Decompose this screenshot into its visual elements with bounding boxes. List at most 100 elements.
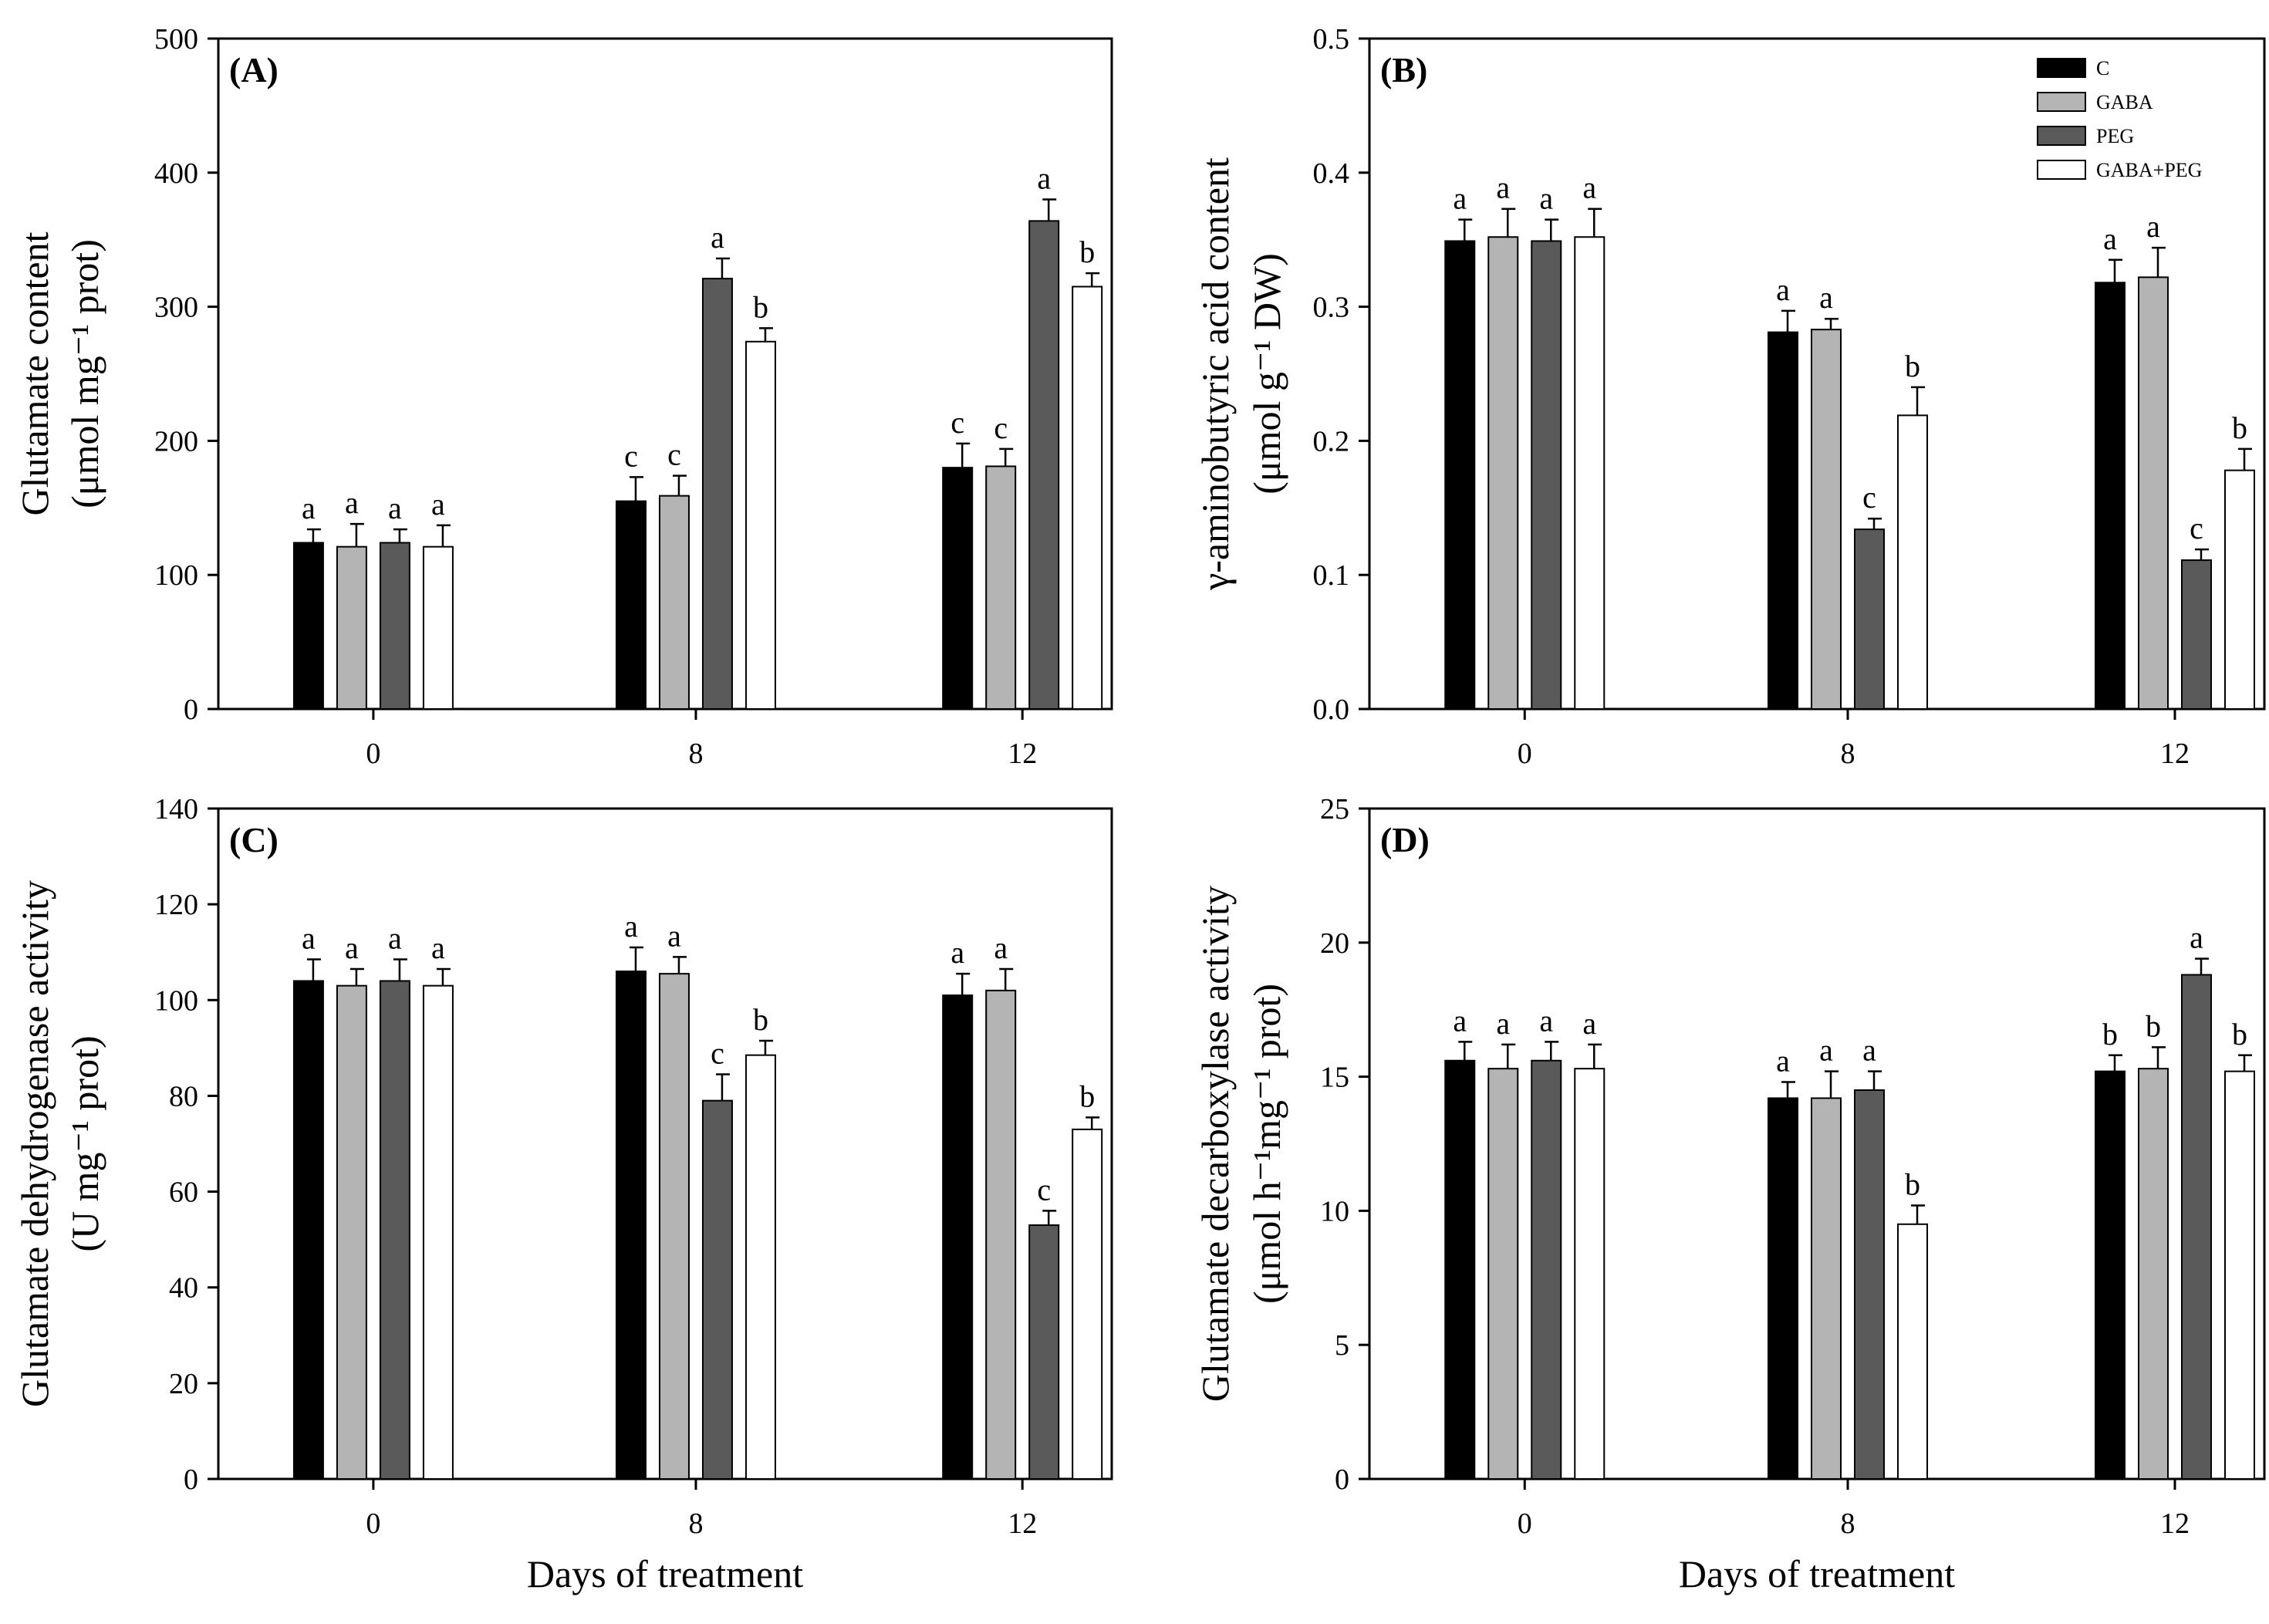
x-tick-label: 12 — [2160, 1508, 2190, 1540]
significance-letter: a — [1582, 171, 1596, 205]
y-axis-unit-label: (μmol h⁻¹mg⁻¹ prot) — [1245, 984, 1288, 1304]
bar-gaba-peg-day-8 — [745, 340, 776, 710]
significance-letter: b — [1905, 349, 1920, 383]
y-tick-label: 0 — [1335, 1464, 1349, 1496]
x-tick-label: 8 — [1841, 738, 1855, 770]
bar-c-day-12 — [2095, 1070, 2125, 1480]
panel-label: (A) — [229, 50, 279, 89]
significance-letter: b — [2146, 1008, 2161, 1043]
y-tick-label: 0 — [184, 694, 198, 726]
x-tick-label: 8 — [1841, 1508, 1855, 1540]
bar-peg-day-8 — [701, 1099, 733, 1481]
legend-swatch-gaba — [2037, 92, 2086, 112]
y-axis-unit-label: (μmol mg⁻¹ prot) — [63, 239, 106, 508]
bar-gaba-day-0 — [1487, 236, 1519, 710]
x-axis-label: Days of treatment — [527, 1552, 803, 1595]
significance-letter: a — [1776, 272, 1790, 307]
significance-letter: a — [1776, 1044, 1790, 1079]
bar-gaba-day-0 — [336, 984, 367, 1480]
bar-c-day-0 — [292, 980, 324, 1480]
significance-letter: a — [1862, 1033, 1876, 1068]
bar-gaba-day-8 — [1811, 1097, 1842, 1480]
x-tick-label: 8 — [688, 738, 703, 770]
bar-gaba-day-12 — [2138, 276, 2169, 710]
bar-gaba-day-8 — [1811, 329, 1842, 710]
bar-c-day-0 — [1444, 240, 1476, 710]
legend: C GABA PEG GABA+PEG — [2037, 57, 2202, 181]
bar-c-day-12 — [942, 994, 974, 1481]
y-tick-label: 0.4 — [1313, 157, 1350, 190]
bar-c-day-8 — [1768, 331, 1799, 710]
y-axis-label: Glutamate decarboxylase activity — [1194, 886, 1237, 1402]
y-axis-unit-label: (U mg⁻¹ prot) — [63, 1035, 106, 1251]
y-tick-label: 5 — [1335, 1329, 1349, 1362]
x-axis-label: Days of treatment — [1679, 1552, 1955, 1595]
x-tick-label: 12 — [2160, 738, 2190, 770]
bar-peg-day-8 — [1854, 1089, 1886, 1480]
panel-label: (D) — [1380, 820, 1430, 859]
legend-label: PEG — [2096, 125, 2134, 147]
y-tick-label: 40 — [169, 1272, 198, 1305]
y-tick-label: 120 — [154, 889, 198, 921]
bar-gaba-peg-day-8 — [1897, 414, 1929, 710]
bar-c-day-0 — [1444, 1059, 1476, 1480]
bar-gaba-peg-day-12 — [2224, 469, 2255, 710]
bar-gaba-day-0 — [336, 545, 367, 711]
bar-peg-day-12 — [2181, 559, 2212, 710]
x-tick-label: 0 — [366, 738, 380, 770]
legend-swatch-peg — [2037, 126, 2086, 146]
significance-letter: a — [1453, 1003, 1467, 1038]
significance-letter: b — [2102, 1017, 2118, 1052]
significance-letter: b — [2232, 1017, 2247, 1052]
panel-label: (C) — [229, 820, 279, 859]
bar-c-day-8 — [615, 500, 647, 710]
y-tick-label: 20 — [169, 1368, 198, 1400]
y-tick-label: 0.0 — [1313, 694, 1350, 726]
significance-letter: a — [1453, 181, 1467, 216]
y-tick-label: 0 — [184, 1464, 198, 1496]
significance-letter: b — [2232, 410, 2247, 445]
significance-letter: a — [2103, 221, 2117, 256]
significance-letter: b — [753, 1002, 768, 1037]
bar-c-day-0 — [292, 542, 324, 710]
bar-c-day-12 — [2095, 282, 2125, 711]
bar-peg-day-0 — [379, 980, 410, 1480]
significance-letter: a — [667, 918, 681, 953]
y-tick-label: 400 — [154, 157, 198, 190]
significance-letter: a — [1496, 1006, 1510, 1041]
y-tick-label: 20 — [1320, 927, 1349, 960]
significance-letter: a — [1539, 1003, 1553, 1038]
bar-gaba-peg-day-0 — [422, 984, 454, 1480]
y-tick-label: 100 — [154, 559, 198, 592]
bar-gaba-peg-day-12 — [2224, 1070, 2255, 1480]
significance-letter: c — [711, 1035, 724, 1070]
y-axis-unit-label: (μmol g⁻¹ DW) — [1245, 253, 1288, 495]
y-tick-label: 140 — [154, 793, 198, 826]
significance-letter: b — [753, 289, 768, 324]
x-tick-label: 12 — [1008, 738, 1037, 770]
bar-gaba-day-0 — [1487, 1068, 1519, 1480]
bar-peg-day-12 — [2181, 974, 2212, 1480]
y-axis-label: γ-aminobutyric acid content — [1194, 157, 1237, 591]
significance-letter: b — [1905, 1167, 1920, 1201]
bar-gaba-day-8 — [658, 973, 690, 1481]
y-tick-label: 60 — [169, 1177, 198, 1209]
bar-gaba-peg-day-8 — [745, 1054, 776, 1480]
significance-letter: a — [1539, 181, 1553, 216]
bar-gaba-peg-day-0 — [422, 545, 454, 711]
legend-swatch-gaba-peg — [2037, 160, 2086, 180]
significance-letter: a — [388, 921, 402, 956]
bar-gaba-peg-day-8 — [1897, 1223, 1929, 1481]
significance-letter: a — [345, 485, 359, 520]
x-tick-label: 8 — [688, 1508, 703, 1540]
legend-label: GABA+PEG — [2096, 159, 2202, 181]
significance-letter: a — [431, 930, 445, 965]
bar-gaba-peg-day-12 — [1072, 1128, 1103, 1480]
x-tick-label: 12 — [1008, 1508, 1037, 1540]
significance-letter: c — [1862, 480, 1876, 515]
y-tick-label: 300 — [154, 292, 198, 324]
significance-letter: a — [1819, 1033, 1833, 1068]
y-tick-label: 80 — [169, 1080, 198, 1112]
bar-gaba-peg-day-0 — [1574, 1068, 1606, 1480]
